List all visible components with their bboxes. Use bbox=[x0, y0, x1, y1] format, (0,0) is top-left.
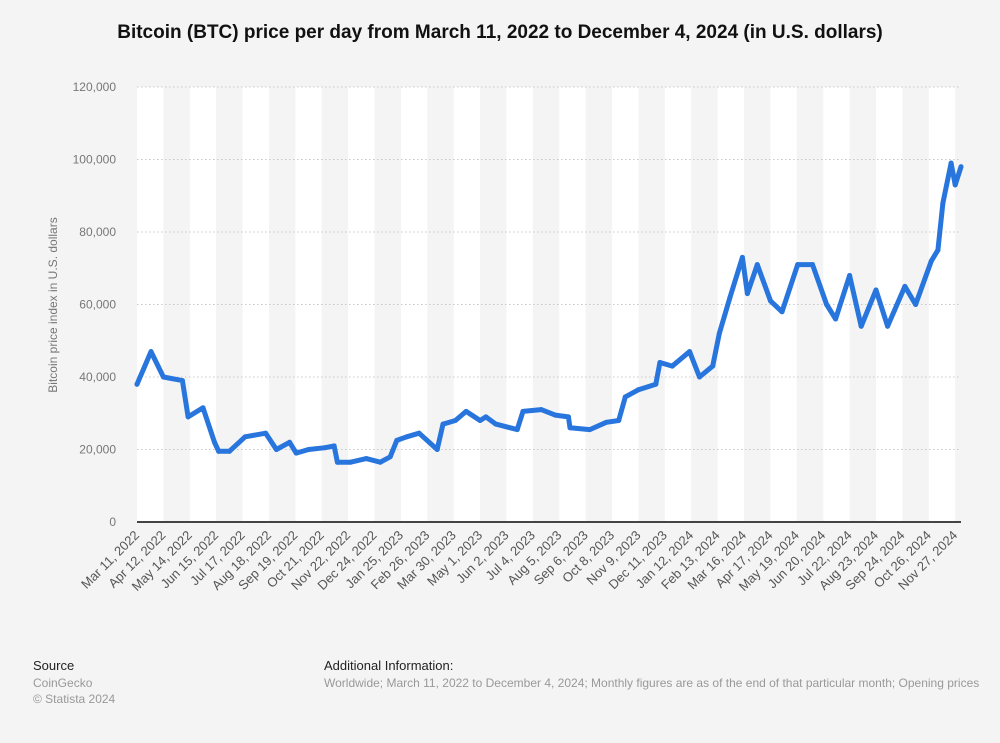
data-point bbox=[493, 421, 499, 427]
source-link[interactable]: CoinGecko bbox=[33, 676, 93, 690]
data-point bbox=[567, 425, 573, 431]
series-line bbox=[134, 160, 964, 465]
data-point bbox=[940, 200, 946, 206]
data-point bbox=[263, 430, 269, 436]
data-point bbox=[716, 331, 722, 336]
data-point bbox=[824, 302, 830, 307]
y-tick-label: 80,000 bbox=[79, 225, 116, 239]
y-tick-label: 0 bbox=[109, 515, 116, 529]
data-point bbox=[810, 262, 816, 268]
data-point bbox=[440, 421, 446, 427]
data-point bbox=[520, 408, 526, 414]
data-point bbox=[179, 378, 185, 384]
y-tick-label: 120,000 bbox=[73, 80, 117, 94]
data-point bbox=[833, 316, 839, 322]
data-point bbox=[744, 291, 750, 297]
data-point bbox=[148, 349, 154, 355]
data-point bbox=[622, 394, 628, 400]
data-point bbox=[185, 414, 191, 420]
data-point bbox=[767, 298, 773, 304]
data-point bbox=[603, 419, 609, 425]
data-point bbox=[935, 247, 941, 253]
data-point bbox=[795, 262, 801, 268]
data-point bbox=[948, 160, 954, 166]
data-point bbox=[377, 459, 383, 465]
data-point bbox=[404, 434, 410, 440]
data-point bbox=[212, 439, 218, 445]
y-tick-label: 20,000 bbox=[79, 443, 116, 457]
data-point bbox=[287, 439, 293, 445]
data-point bbox=[858, 323, 864, 329]
data-point bbox=[160, 374, 166, 380]
info-heading: Additional Information: bbox=[324, 658, 454, 673]
data-point bbox=[216, 448, 222, 454]
data-point bbox=[754, 262, 760, 268]
data-point bbox=[483, 414, 489, 420]
data-point bbox=[847, 273, 853, 278]
data-point bbox=[885, 323, 891, 329]
data-point bbox=[873, 287, 879, 293]
data-point bbox=[200, 405, 206, 411]
data-point bbox=[363, 456, 369, 462]
data-point bbox=[242, 434, 248, 440]
data-point bbox=[653, 381, 659, 387]
data-point bbox=[538, 407, 544, 413]
data-point bbox=[334, 459, 340, 465]
data-point bbox=[452, 418, 458, 423]
data-point bbox=[657, 360, 663, 365]
y-tick-label: 100,000 bbox=[73, 153, 117, 167]
data-point bbox=[587, 427, 593, 433]
data-point bbox=[348, 459, 354, 465]
data-point bbox=[565, 414, 571, 420]
data-point bbox=[635, 387, 641, 393]
data-point bbox=[477, 418, 483, 423]
data-point bbox=[226, 448, 232, 454]
y-tick-label: 40,000 bbox=[79, 370, 116, 384]
data-point bbox=[293, 450, 299, 456]
data-point bbox=[306, 447, 312, 452]
data-point bbox=[134, 381, 140, 387]
data-point bbox=[463, 408, 469, 414]
data-point bbox=[739, 254, 745, 260]
y-tick-label: 60,000 bbox=[79, 298, 116, 312]
data-point bbox=[913, 302, 919, 307]
line-chart: 020,00040,00060,00080,000100,000120,000 … bbox=[46, 80, 964, 594]
info-text: Worldwide; March 11, 2022 to December 4,… bbox=[324, 676, 980, 690]
data-point bbox=[902, 283, 908, 289]
data-point bbox=[687, 349, 693, 355]
copyright: © Statista 2024 bbox=[33, 692, 116, 706]
source-heading: Source bbox=[33, 658, 75, 673]
data-point bbox=[416, 430, 422, 436]
data-point bbox=[952, 182, 958, 188]
data-point bbox=[434, 447, 440, 452]
data-point bbox=[727, 294, 733, 300]
data-point bbox=[552, 412, 558, 418]
data-point bbox=[928, 258, 934, 264]
data-point bbox=[331, 443, 337, 449]
data-point bbox=[616, 418, 622, 423]
data-point bbox=[669, 363, 675, 369]
background-band bbox=[242, 87, 269, 522]
chart-title: Bitcoin (BTC) price per day from March 1… bbox=[117, 22, 883, 43]
data-point bbox=[273, 447, 279, 452]
data-point bbox=[387, 454, 393, 460]
background-band bbox=[638, 87, 665, 522]
background-band bbox=[506, 87, 533, 522]
data-point bbox=[710, 363, 716, 369]
data-point bbox=[514, 427, 520, 433]
background-band bbox=[374, 87, 401, 522]
y-axis-label: Bitcoin price index in U.S. dollars bbox=[46, 217, 60, 392]
data-point bbox=[779, 309, 785, 315]
data-point bbox=[394, 437, 400, 443]
data-point bbox=[322, 445, 328, 451]
data-point bbox=[958, 164, 964, 170]
data-point bbox=[697, 374, 703, 380]
